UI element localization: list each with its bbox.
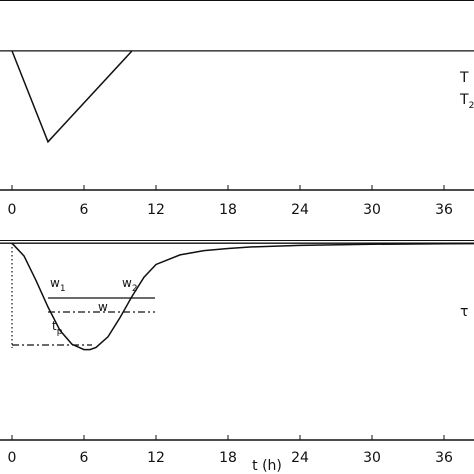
annotation: w1	[50, 276, 66, 294]
x-tick-label: 12	[147, 202, 165, 218]
x-tick-label: 6	[80, 450, 89, 466]
data-line	[11, 242, 474, 351]
x-tick-label: 30	[363, 450, 381, 466]
annotation: w	[98, 300, 108, 314]
x-tick-label: 6	[80, 202, 89, 218]
x-tick-label: 30	[363, 202, 381, 218]
x-tick-label: 12	[147, 450, 165, 466]
x-axis-label: t (h)	[252, 458, 282, 474]
side-label-sub: 2	[469, 101, 474, 111]
side-label-main: T	[459, 70, 469, 86]
annotation-main: t	[52, 319, 57, 333]
side-label-main: T	[459, 92, 469, 108]
x-tick-label: 24	[291, 450, 309, 466]
x-tick-label: 0	[8, 450, 17, 466]
annotation-sub: 2	[132, 284, 138, 294]
x-tick-label: 18	[219, 202, 237, 218]
annotation-sub: 1	[60, 284, 66, 294]
side-label: τ	[460, 304, 468, 320]
annotation: w2	[122, 276, 138, 294]
annotation-main: w	[98, 300, 108, 314]
side-label-main: τ	[460, 304, 468, 320]
annotation: tp	[52, 319, 63, 337]
annotation-sub: p	[57, 327, 63, 337]
side-label: T	[459, 70, 469, 86]
x-tick-label: 18	[219, 450, 237, 466]
side-label: T2	[459, 92, 474, 111]
x-tick-label: 36	[435, 450, 453, 466]
x-tick-label: 24	[291, 202, 309, 218]
data-line	[11, 50, 133, 144]
x-tick-label: 0	[8, 202, 17, 218]
annotation-main: w	[122, 276, 132, 290]
annotation-main: w	[50, 276, 60, 290]
x-tick-label: 36	[435, 202, 453, 218]
annotations	[11, 243, 155, 348]
